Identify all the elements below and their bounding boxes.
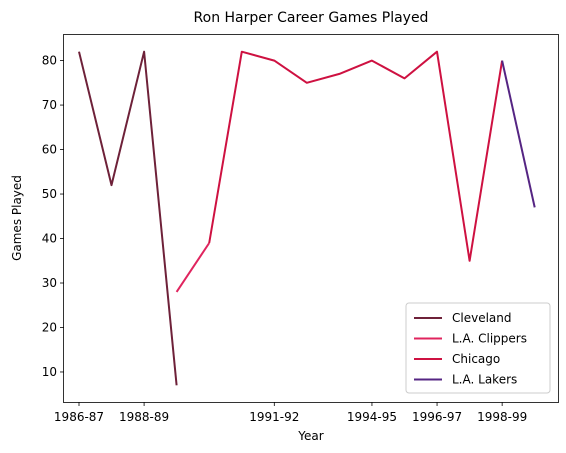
legend-box [405,302,551,394]
series-line-l-a-clippers [175,242,211,293]
y-tick-label: 70 [42,98,57,112]
y-tick-label: 60 [42,143,57,157]
plot-frame [63,34,559,403]
series-line-l-a-lakers [501,60,536,208]
y-tick-label: 20 [42,320,57,334]
x-tick-label: 1998-99 [477,410,527,424]
x-tick-label: 1986-87 [54,410,104,424]
y-tick-label: 30 [42,276,57,290]
y-tick-label: 40 [42,232,57,246]
x-tick-label: 1988-89 [119,410,169,424]
x-tick-label: 1991-92 [249,410,299,424]
chart-title: Ron Harper Career Games Played [194,10,429,26]
series-line-chicago [208,50,504,262]
y-tick-label: 50 [42,187,57,201]
legend-label: Chicago [452,352,500,366]
plot-lines [78,50,536,386]
y-axis-label: Games Played [10,175,24,261]
y-tick-label: 10 [42,365,57,379]
x-tick-label: 1996-97 [412,410,462,424]
y-tick-label: 80 [42,54,57,68]
x-axis-label: Year [297,429,323,443]
legend-label: Cleveland [452,311,512,325]
series-line-cleveland [78,50,178,386]
x-axis: 1986-87 1988-89 1991-92 1994-95 1996-97 1998-… [54,402,527,424]
legend: Cleveland L.A. Clippers Chicago L.A. Lakers [405,302,551,394]
y-axis: 10 20 30 40 50 60 70 80 [42,54,64,379]
legend-label: L.A. Lakers [452,373,517,387]
legend-label: L.A. Clippers [452,332,527,346]
x-tick-label: 1994-95 [347,410,397,424]
